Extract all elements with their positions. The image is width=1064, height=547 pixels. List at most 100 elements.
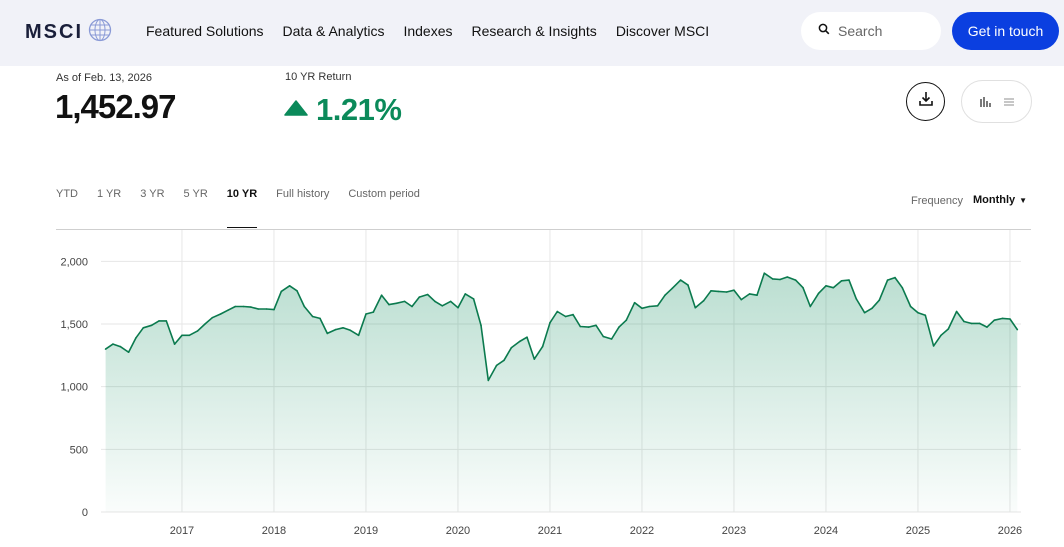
- data-point: [687, 284, 689, 286]
- x-tick-label: 2020: [446, 525, 470, 537]
- index-level-chart: 0 500 1,000 1,500 2,000 2017 2018 2019 2020 2021 2…: [60, 230, 1022, 537]
- data-point: [127, 351, 130, 353]
- data-point: [142, 327, 145, 329]
- data-point: [242, 305, 245, 308]
- tab-ytd[interactable]: YTD: [56, 188, 78, 200]
- data-point: [970, 322, 973, 325]
- data-point: [572, 313, 574, 316]
- search-box[interactable]: [801, 12, 941, 50]
- list-icon[interactable]: [997, 96, 1021, 108]
- data-point: [472, 298, 475, 300]
- data-point: [204, 323, 206, 325]
- tab-custom-period[interactable]: Custom period: [348, 188, 420, 200]
- data-point: [441, 305, 444, 307]
- data-point: [940, 334, 942, 337]
- data-point: [779, 278, 781, 281]
- data-point: [618, 326, 620, 328]
- data-point: [625, 319, 628, 321]
- data-point: [426, 293, 429, 296]
- data-point: [710, 290, 712, 292]
- return-value: 1.21%: [316, 92, 402, 127]
- data-point: [901, 286, 904, 289]
- data-point: [878, 299, 881, 301]
- tab-3yr[interactable]: 3 YR: [140, 188, 165, 200]
- index-value: 1,452.97: [55, 88, 176, 125]
- nav-research-insights[interactable]: Research & Insights: [471, 23, 597, 39]
- data-point: [211, 316, 214, 319]
- nav-indexes[interactable]: Indexes: [403, 23, 453, 39]
- data-point: [848, 279, 850, 281]
- data-point: [280, 290, 283, 293]
- data-point: [955, 310, 958, 313]
- data-point: [319, 317, 321, 320]
- return-label: 10 YR Return: [285, 71, 352, 83]
- data-point: [756, 294, 758, 296]
- y-tick-label: 1,500: [60, 319, 88, 331]
- triangle-up-icon: [284, 99, 308, 121]
- frequency-label: Frequency: [911, 195, 963, 207]
- search-input[interactable]: [838, 23, 938, 39]
- nav-discover-msci[interactable]: Discover MSCI: [615, 23, 710, 39]
- data-point: [196, 330, 199, 332]
- period-tabs: YTD 1 YR 3 YR 5 YR 10 YR Full history Cu…: [56, 188, 439, 228]
- data-point: [388, 303, 390, 306]
- data-point: [357, 334, 360, 337]
- download-icon: [917, 90, 935, 113]
- search-icon: [818, 22, 830, 40]
- y-tick-label: 1,000: [60, 382, 88, 394]
- data-point: [817, 292, 820, 295]
- series-area: [105, 273, 1018, 512]
- x-tick-label: 2024: [814, 525, 838, 537]
- data-point: [349, 329, 352, 332]
- data-point: [656, 305, 659, 307]
- data-point: [395, 302, 398, 305]
- data-point: [526, 336, 528, 338]
- data-point: [855, 298, 858, 300]
- caret-down-icon: ▼: [1019, 195, 1028, 205]
- x-tick-label: 2021: [538, 525, 562, 537]
- msci-logo[interactable]: MSCI: [25, 18, 112, 46]
- data-point: [917, 311, 919, 314]
- data-point: [671, 287, 674, 290]
- x-tick-label: 2026: [998, 525, 1022, 537]
- view-toggle: [961, 80, 1032, 123]
- get-in-touch-button[interactable]: Get in touch: [952, 12, 1059, 50]
- data-point: [1009, 318, 1011, 320]
- nav-data-analytics[interactable]: Data & Analytics: [282, 23, 385, 39]
- data-point: [219, 313, 222, 315]
- tab-full-history[interactable]: Full history: [276, 188, 330, 200]
- data-point: [273, 308, 275, 311]
- frequency-value: Monthly: [973, 194, 1016, 206]
- data-point: [717, 290, 720, 293]
- data-point: [702, 300, 705, 302]
- data-point: [832, 286, 835, 289]
- download-button[interactable]: [906, 82, 945, 121]
- data-point: [434, 300, 436, 303]
- data-point: [150, 324, 153, 327]
- bar-chart-icon[interactable]: [973, 96, 997, 108]
- data-point: [173, 343, 176, 345]
- data-point: [924, 314, 927, 316]
- data-point: [541, 345, 544, 348]
- data-point: [411, 305, 413, 308]
- nav-featured-solutions[interactable]: Featured Solutions: [146, 23, 264, 39]
- data-point: [579, 325, 582, 328]
- x-tick-label: 2019: [354, 525, 378, 537]
- as-of-date: As of Feb. 13, 2026: [56, 72, 153, 84]
- data-point: [119, 345, 122, 348]
- data-point: [763, 272, 766, 274]
- data-point: [265, 308, 268, 310]
- data-point: [549, 321, 551, 324]
- data-point: [802, 286, 804, 289]
- return-value-group: 1.21%: [284, 90, 402, 130]
- tab-1yr[interactable]: 1 YR: [97, 188, 122, 200]
- data-point: [326, 332, 329, 335]
- data-point: [932, 345, 935, 347]
- data-point: [886, 279, 889, 281]
- top-navigation-bar: MSCI Featured Solutions Data & Analytics…: [0, 0, 1064, 66]
- tab-5yr[interactable]: 5 YR: [183, 188, 208, 200]
- frequency-select[interactable]: Monthly ▼: [973, 194, 1027, 206]
- data-point: [602, 335, 605, 338]
- main-nav: Featured Solutions Data & Analytics Inde…: [146, 0, 728, 62]
- tab-10yr[interactable]: 10 YR: [226, 188, 258, 228]
